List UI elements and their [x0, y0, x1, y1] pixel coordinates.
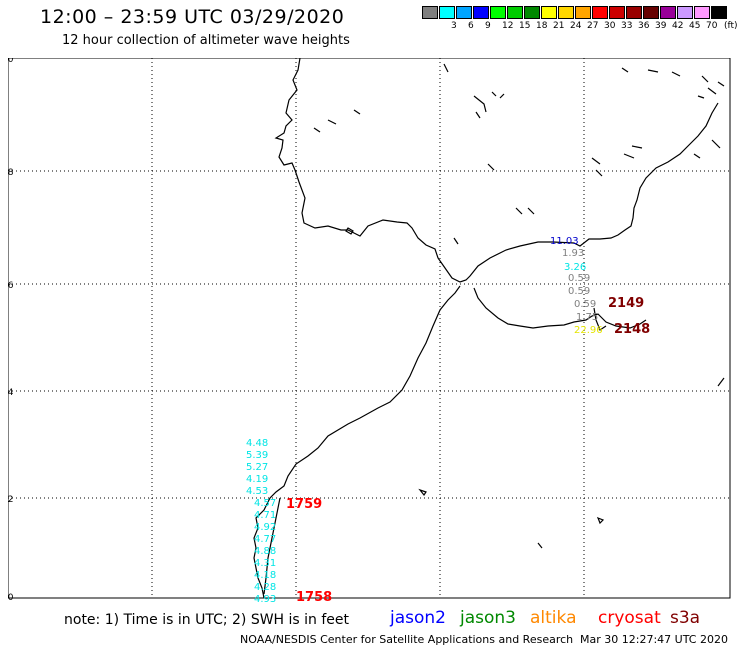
wave-height-value: 4.28 — [254, 582, 276, 593]
wave-height-value: 5.39 — [246, 450, 268, 461]
wave-height-labels: 4.485.395.274.194.534.574.714.924.774.88… — [246, 236, 650, 603]
timestamp-text: Mar 30 12:27:47 UTC 2020 — [580, 633, 728, 646]
color-scale-swatch — [541, 6, 557, 19]
color-scale-swatch — [711, 6, 727, 19]
wave-height-value: 0.59 — [568, 273, 590, 284]
wave-height-value: 1.93 — [562, 248, 584, 259]
wave-height-value: 4.31 — [254, 558, 276, 569]
color-scale-bar — [422, 6, 728, 19]
color-scale-swatch — [609, 6, 625, 19]
west-track-line — [263, 497, 281, 595]
wave-height-value: 4.48 — [246, 438, 268, 449]
wave-height-value: 22.96 — [574, 325, 603, 336]
color-scale-swatch — [694, 6, 710, 19]
legend-entry-altika: altika — [530, 608, 577, 628]
color-scale-swatch — [592, 6, 608, 19]
color-scale-swatch — [490, 6, 506, 19]
color-scale-label: 36 — [638, 21, 650, 31]
legend-entry-jason3: jason3 — [460, 608, 516, 628]
y-tick-label: 34 — [8, 388, 14, 398]
color-scale-swatch — [558, 6, 574, 19]
wave-height-value: 0.59 — [568, 286, 590, 297]
color-scale-unit: (ft) — [724, 21, 738, 31]
wave-height-value: 4.19 — [246, 474, 268, 485]
y-tick-label: 36 — [8, 281, 14, 291]
pass-time-label: 1758 — [296, 590, 332, 603]
color-scale-swatch — [643, 6, 659, 19]
color-scale-swatch — [677, 6, 693, 19]
color-scale-swatch — [660, 6, 676, 19]
axis-tick-labels: −15−12−9−6−30403836343230 — [8, 58, 14, 603]
pass-time-label: 2149 — [608, 296, 644, 311]
map-frame — [8, 58, 731, 599]
y-tick-label: 40 — [8, 58, 14, 65]
color-scale-label: 12 — [502, 21, 514, 31]
color-scale-label: 9 — [485, 21, 491, 31]
legend-entry-cryosat: cryosat — [598, 608, 661, 628]
color-scale-label: 39 — [655, 21, 667, 31]
color-scale-label: 24 — [570, 21, 582, 31]
wave-height-value: 1.75 — [576, 312, 598, 323]
y-tick-label: 30 — [8, 593, 14, 603]
wave-height-value: 4.92 — [254, 522, 276, 533]
map-title: 12:00 – 23:59 UTC 03/29/2020 — [40, 6, 345, 28]
credit-text: NOAA/NESDIS Center for Satellite Applica… — [240, 633, 574, 646]
color-scale-label: 42 — [672, 21, 684, 31]
wave-height-value: 3.26 — [564, 262, 586, 273]
color-scale-label: 18 — [536, 21, 548, 31]
altimeter-tracks — [263, 307, 607, 595]
legend-entry-s3a: s3a — [670, 608, 701, 628]
color-scale-swatch — [507, 6, 523, 19]
wave-height-value: 5.27 — [246, 462, 268, 473]
color-scale-swatch — [575, 6, 591, 19]
y-tick-label: 38 — [8, 168, 14, 178]
wave-height-map: −15−12−9−6−30403836343230 4.485.395.274.… — [8, 58, 731, 603]
wave-height-value: 4.18 — [254, 570, 276, 581]
y-tick-label: 32 — [8, 495, 13, 505]
pass-time-label: 2148 — [614, 322, 650, 337]
wave-height-value: 4.93 — [254, 594, 276, 603]
color-scale-labels: 3 6 9 12 15 18 21 24 27 30 33 36 39 42 45 70 (ft) — [422, 21, 740, 33]
color-scale-label: 6 — [468, 21, 474, 31]
color-scale-label: 3 — [451, 21, 457, 31]
wave-height-value: 11.03 — [550, 236, 579, 247]
footer-note: note: 1) Time is in UTC; 2) SWH is in fe… — [64, 612, 350, 628]
map-subtitle: 12 hour collection of altimeter wave hei… — [62, 33, 350, 48]
wave-height-value: 4.77 — [254, 534, 276, 545]
color-scale-label: 33 — [621, 21, 633, 31]
wave-height-value: 4.71 — [254, 510, 276, 521]
coastline — [253, 58, 725, 599]
color-scale-label: 27 — [587, 21, 599, 31]
color-scale-swatch — [456, 6, 472, 19]
color-scale-label: 30 — [604, 21, 616, 31]
wave-height-value: 4.57 — [254, 498, 276, 509]
east-track-line — [593, 307, 607, 331]
color-scale-swatch — [422, 6, 438, 19]
legend-entry-jason2: jason2 — [390, 608, 446, 628]
pass-time-label: 1759 — [286, 497, 322, 512]
color-scale-swatch — [524, 6, 540, 19]
color-scale-label: 70 — [706, 21, 718, 31]
color-scale-swatch — [439, 6, 455, 19]
color-scale-label: 15 — [519, 21, 531, 31]
color-scale-label: 21 — [553, 21, 565, 31]
color-scale-swatch — [626, 6, 642, 19]
lat-lon-grid — [8, 58, 730, 598]
wave-height-value: 4.53 — [246, 486, 268, 497]
wave-height-value: 0.59 — [574, 299, 596, 310]
wave-height-value: 4.88 — [254, 546, 276, 557]
color-scale-swatch — [473, 6, 489, 19]
color-scale-label: 45 — [689, 21, 701, 31]
